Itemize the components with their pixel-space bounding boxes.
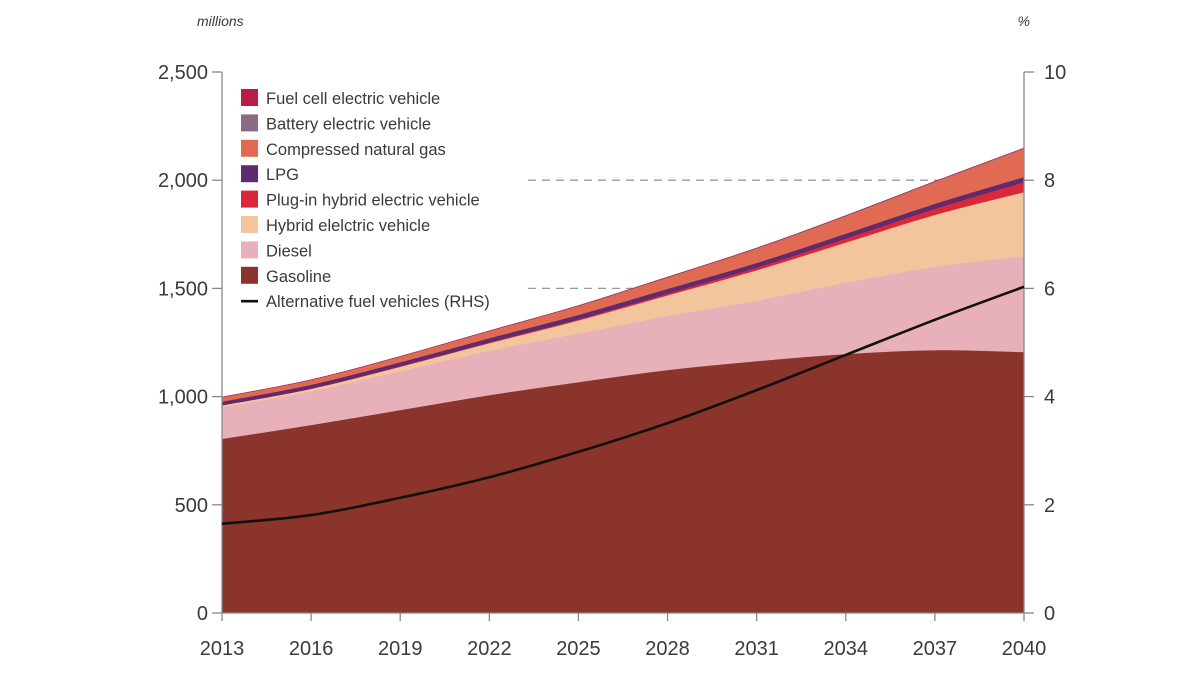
legend-item: Hybrid elelctric vehicle [241, 216, 430, 235]
legend-label: Plug-in hybrid electric vehicle [266, 192, 480, 210]
legend-label: LPG [266, 166, 299, 184]
legend-item: Gasoline [241, 266, 331, 286]
x-tick-label: 2019 [378, 638, 423, 660]
legend-label: Battery electric vehicle [266, 115, 431, 133]
left-tick-label: 2,000 [158, 170, 208, 192]
legend-label: Diesel [266, 242, 312, 260]
left-tick-label: 1,500 [158, 278, 208, 300]
legend-label: Compressed natural gas [266, 141, 446, 159]
legend-swatch [241, 114, 258, 132]
legend-item: Diesel [241, 241, 312, 260]
left-tick-label: 0 [197, 603, 208, 625]
legend-swatch [241, 266, 258, 284]
right-tick-label: 10 [1044, 62, 1066, 84]
left-tick-label: 500 [175, 495, 208, 517]
legend-swatch [241, 165, 258, 183]
x-tick-label: 2028 [645, 638, 690, 660]
legend-item: Fuel cell electric vehicle [241, 89, 440, 108]
legend-swatch [241, 139, 258, 157]
x-tick-label: 2013 [200, 638, 245, 660]
x-tick-label: 2031 [734, 638, 779, 660]
legend-item: Alternative fuel vehicles (RHS) [241, 293, 490, 311]
line-alternative-fuel-vehicles [221, 285, 1025, 526]
left-axis-unit: millions [197, 13, 244, 29]
left-tick-label: 2,500 [158, 62, 208, 84]
legend-label: Fuel cell electric vehicle [266, 90, 440, 108]
right-tick-label: 4 [1044, 387, 1055, 409]
x-tick-label: 2037 [913, 638, 958, 660]
legend-item: LPG [241, 165, 299, 184]
legend-item: Compressed natural gas [241, 139, 446, 159]
legend-label: Gasoline [266, 268, 331, 286]
x-tick-label: 2016 [289, 638, 334, 660]
legend-item: Plug-in hybrid electric vehicle [241, 190, 480, 210]
right-tick-label: 0 [1044, 603, 1055, 625]
legend-item: Battery electric vehicle [241, 114, 431, 133]
legend-label: Alternative fuel vehicles (RHS) [266, 293, 490, 311]
left-tick-label: 1,000 [158, 387, 208, 409]
x-tick-label: 2022 [467, 638, 512, 660]
x-tick-label: 2034 [824, 638, 869, 660]
legend-swatch [241, 190, 258, 208]
legend-swatch [241, 216, 258, 233]
right-tick-label: 2 [1044, 495, 1055, 517]
legend-swatch [241, 89, 258, 106]
x-tick-label: 2025 [556, 638, 601, 660]
x-tick-label: 2040 [1002, 638, 1047, 660]
right-tick-label: 8 [1044, 170, 1055, 192]
right-axis-unit: % [1018, 13, 1030, 29]
legend-swatch [241, 241, 258, 259]
right-tick-label: 6 [1044, 278, 1055, 300]
legend-label: Hybrid elelctric vehicle [266, 217, 430, 235]
